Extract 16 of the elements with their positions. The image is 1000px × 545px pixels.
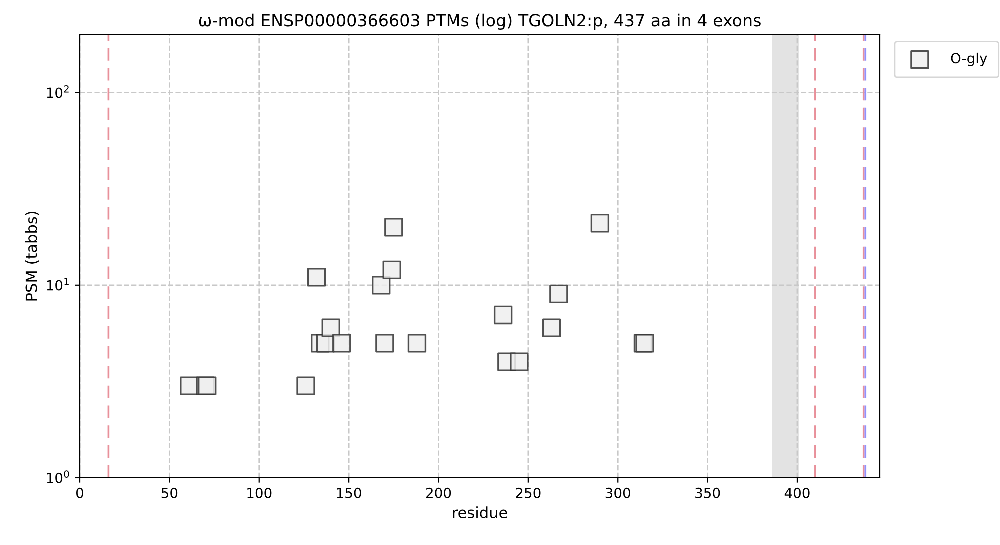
x-tick-label: 250 xyxy=(516,488,541,498)
x-tick-label: 350 xyxy=(696,488,720,498)
x-tick-label: 150 xyxy=(337,488,362,498)
x-tick-label: 0 xyxy=(76,488,84,498)
legend-label: O-gly xyxy=(951,52,988,66)
x-tick-label: 400 xyxy=(784,488,810,498)
x-axis-title: residue xyxy=(453,506,508,519)
x-tick-label: 200 xyxy=(426,488,452,498)
x-tick-label: 50 xyxy=(162,488,178,498)
y-axis-title: PSM (tabbs) xyxy=(25,212,40,301)
x-tick-label: 100 xyxy=(248,488,272,498)
x-tick-label: 300 xyxy=(606,488,630,498)
y-tick-label: 10$^{0}$ xyxy=(47,470,70,484)
y-tick-label: 10$^{1}$ xyxy=(47,278,69,291)
chart-title: ω-mod ENSP00000366603 PTMs (log) TGOLN2:p, 437 aa in 4 exons xyxy=(199,14,761,30)
y-tick-label: 10$^{2}$ xyxy=(47,85,69,98)
